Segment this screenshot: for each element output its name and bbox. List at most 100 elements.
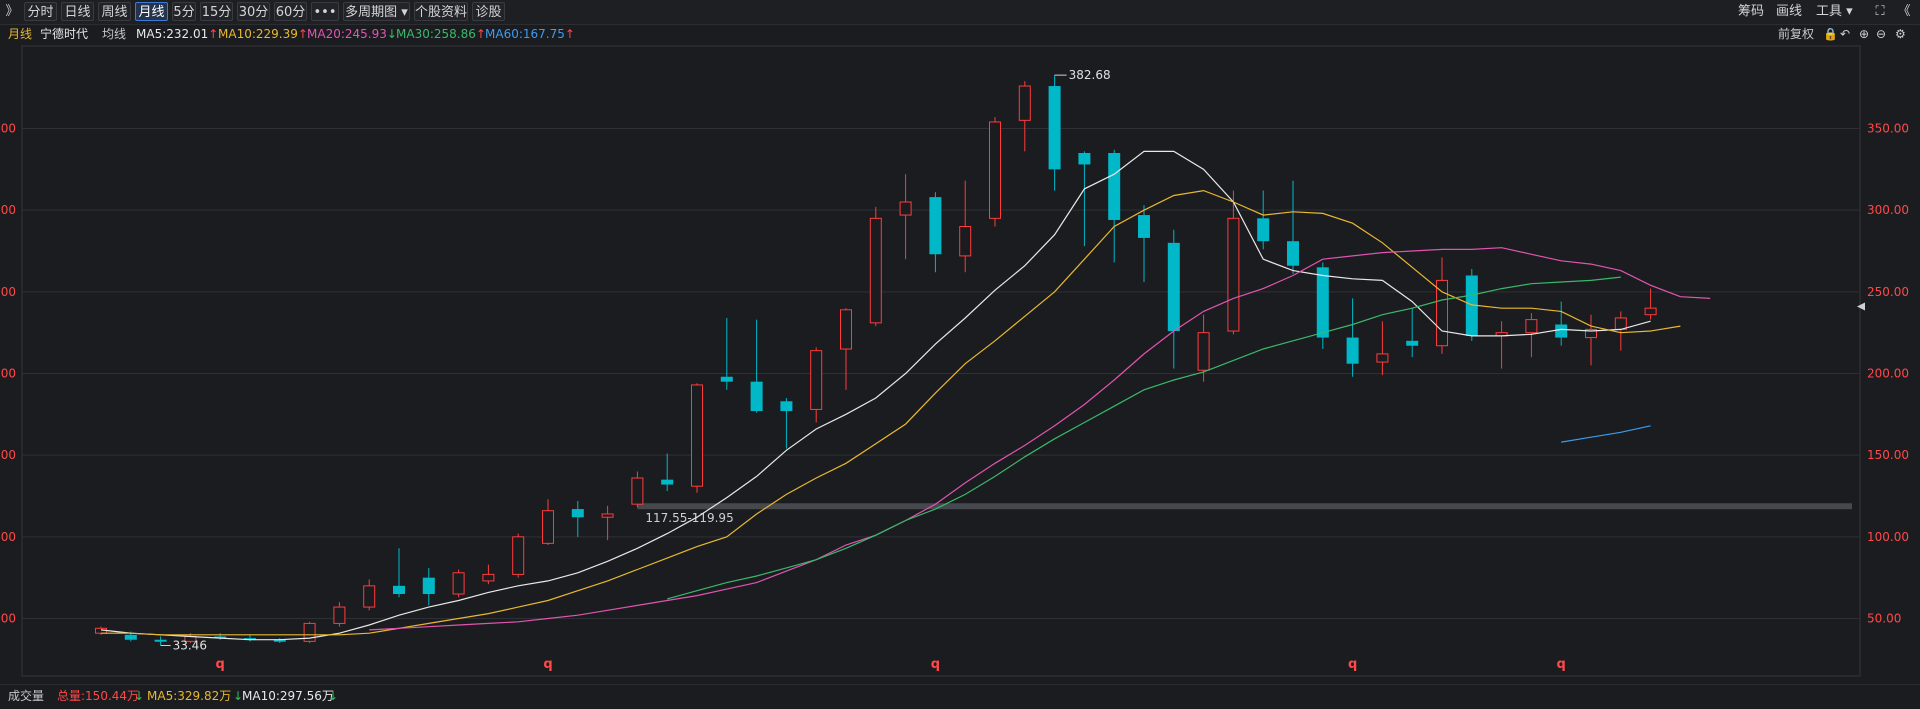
candle-body-down[interactable] xyxy=(750,381,763,412)
candle-body-down[interactable] xyxy=(1257,218,1270,242)
tab-monthly[interactable]: 月线 xyxy=(135,2,168,21)
candle-body-down[interactable] xyxy=(214,636,227,639)
x-axis-marker: q xyxy=(543,657,552,672)
toolbar: 》分时 日线 周线 月线 5分 15分 30分 60分 ••• 多周期图 ▾ 个股资料 诊股 筹码 画线工… xyxy=(0,0,1920,25)
candle-body-up[interactable] xyxy=(1644,307,1657,316)
fullscreen-icon[interactable]: ⛶ xyxy=(1875,4,1885,19)
candle-body-down[interactable] xyxy=(929,197,942,255)
y-tick-label-left: 150.00 xyxy=(0,448,16,462)
candle-body-down[interactable] xyxy=(661,479,674,485)
candle-body-down[interactable] xyxy=(1138,215,1150,238)
y-tick-label-left: 50.00 xyxy=(0,612,16,626)
candle-body-down[interactable] xyxy=(422,577,435,594)
zoom-in-icon[interactable]: ⊕ xyxy=(1859,27,1870,41)
adjust-mode-button[interactable]: 前复权 xyxy=(1778,27,1815,41)
candle-body-down[interactable] xyxy=(1287,241,1299,266)
candle-body-up[interactable] xyxy=(1376,353,1389,363)
ma60-line xyxy=(1561,425,1651,443)
support-band-label: 117.55-119.95 xyxy=(645,511,733,525)
candle-body-down[interactable] xyxy=(1108,153,1121,220)
diagnosis-button[interactable]: 诊股 xyxy=(472,2,505,21)
tab-daily[interactable]: 日线 xyxy=(61,2,94,21)
x-axis-marker: q xyxy=(216,657,225,672)
tab-30min[interactable]: 30分 xyxy=(237,2,270,21)
candle-body-up[interactable] xyxy=(1585,328,1597,339)
tab-60min[interactable]: 60分 xyxy=(274,2,307,21)
volume-title: 成交量 xyxy=(8,689,45,703)
y-tick-label-right: 200.00 xyxy=(1867,367,1909,381)
expand-toolbar-icon[interactable]: 》 xyxy=(5,4,19,19)
stock-profile-button[interactable]: 个股资料 xyxy=(414,2,468,21)
candle-body-down[interactable] xyxy=(1048,86,1061,170)
ma10-line xyxy=(101,189,1681,636)
candle-body-up[interactable] xyxy=(899,201,912,216)
ma5-line xyxy=(100,150,1651,641)
candle-body-up[interactable] xyxy=(840,309,852,350)
candle-body-up[interactable] xyxy=(333,606,346,624)
ma-title: 均线 xyxy=(102,27,127,41)
candle-body-down[interactable] xyxy=(273,639,286,642)
ma20-line xyxy=(369,247,1711,631)
y-tick-label-right: 150.00 xyxy=(1867,448,1909,462)
arrow-down-icon: ↓ xyxy=(328,689,339,703)
candle-body-up[interactable] xyxy=(1227,217,1240,332)
undo-icon[interactable]: ↶ xyxy=(1840,27,1851,41)
candle-body-down[interactable] xyxy=(1316,267,1329,338)
candle-body-up[interactable] xyxy=(691,384,703,487)
candle-body-down[interactable] xyxy=(1167,242,1180,332)
volume-info-bar: 成交量 总量:150.44万 ↓ MA5:329.82万 ↓ MA10:297.56万 ↓ xyxy=(0,684,1920,709)
candle-body-down[interactable] xyxy=(720,376,733,382)
tab-intraday[interactable]: 分时 xyxy=(24,2,57,21)
candle-body-up[interactable] xyxy=(810,350,823,410)
candle-body-up[interactable] xyxy=(1018,85,1031,121)
candle-body-down[interactable] xyxy=(124,634,137,640)
x-axis-marker: q xyxy=(931,657,940,672)
collapse-panel-icon[interactable]: 《 xyxy=(1897,4,1911,19)
drawing-button[interactable]: 画线 xyxy=(1776,4,1803,19)
ma-legend-ma5: MA5:232.01↑ xyxy=(136,25,218,43)
candle-body-up[interactable] xyxy=(959,226,972,257)
candle-body-down[interactable] xyxy=(1465,275,1478,336)
candle-body-up[interactable] xyxy=(542,510,554,544)
kline-chart[interactable]: 50.00 50.00 100.00 100.00 150.00 150.00 200.00… xyxy=(0,44,1920,684)
candle-body-up[interactable] xyxy=(512,536,525,575)
candle-body-down[interactable] xyxy=(393,585,405,594)
chips-button[interactable]: 筹码 xyxy=(1738,4,1765,19)
candle-body-up[interactable] xyxy=(869,217,882,324)
candle-body-up[interactable] xyxy=(989,121,1001,219)
candle-body-up[interactable] xyxy=(1197,332,1210,371)
tab-weekly[interactable]: 周线 xyxy=(98,2,131,21)
candle-body-down[interactable] xyxy=(1555,324,1568,338)
candle-body-down[interactable] xyxy=(1406,340,1419,346)
candle-body-down[interactable] xyxy=(1346,337,1359,364)
tools-button[interactable]: 工具 ▾ xyxy=(1816,4,1853,19)
arrow-up-icon: ↑ xyxy=(297,27,308,41)
candle-body-down[interactable] xyxy=(571,509,584,518)
tab-5min[interactable]: 5分 xyxy=(172,2,196,21)
zoom-out-icon[interactable]: ⊖ xyxy=(1876,27,1887,41)
arrow-up-icon: ↑ xyxy=(564,27,575,41)
stock-name: 宁德时代 xyxy=(40,27,89,41)
candle-body-up[interactable] xyxy=(631,477,644,505)
multi-period-dropdown[interactable]: 多周期图 ▾ xyxy=(343,2,410,21)
candle-body-up[interactable] xyxy=(1525,319,1538,334)
ma-value: MA10:229.39 xyxy=(218,27,298,41)
lock-icon[interactable]: 🔒 xyxy=(1823,27,1838,41)
candle-body-up[interactable] xyxy=(482,573,495,582)
candle-body-up[interactable] xyxy=(1436,279,1448,347)
tab-15min[interactable]: 15分 xyxy=(200,2,233,21)
candle-body-down[interactable] xyxy=(780,401,793,412)
more-periods-button[interactable]: ••• xyxy=(311,2,339,21)
ma-legend-ma30: MA30:258.86↑ xyxy=(396,25,486,43)
candle-body-up[interactable] xyxy=(601,513,614,518)
candle-body-up[interactable] xyxy=(452,572,465,595)
y-tick-label-left: 300.00 xyxy=(0,203,16,217)
candle-body-up[interactable] xyxy=(363,585,376,608)
candle-body-up[interactable] xyxy=(303,622,316,642)
candle-body-up[interactable] xyxy=(1614,317,1627,330)
arrow-up-icon: ↑ xyxy=(475,27,486,41)
ma-value: MA20:245.93 xyxy=(307,27,387,41)
candle-body-down[interactable] xyxy=(1078,153,1091,165)
candle-body-down[interactable] xyxy=(154,639,167,642)
settings-icon[interactable]: ⚙ xyxy=(1895,27,1906,41)
